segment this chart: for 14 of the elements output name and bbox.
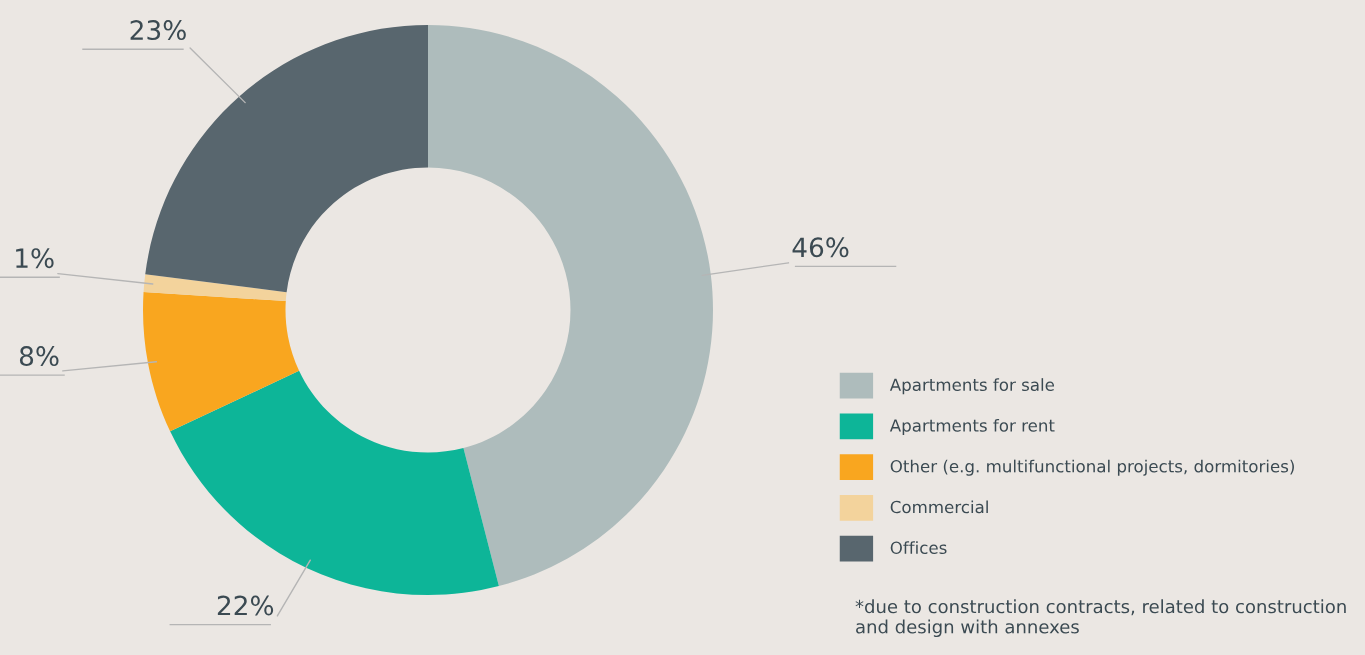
donut-slice (143, 274, 287, 302)
legend-label: Commercial (890, 500, 988, 514)
text: *due to construction contracts, related to construction and design with annexes (855, 599, 1346, 638)
legend-label: Apartments for sale (889, 378, 1055, 395)
legend-label: Apartments for rent (889, 418, 1055, 436)
data-label: 22% (217, 595, 274, 616)
legend-label: Offices (890, 541, 947, 555)
data-label: 1% (16, 248, 54, 269)
donut-slice (143, 292, 300, 432)
donut-slice (170, 370, 499, 595)
data-label: 46% (792, 237, 849, 258)
data-label: 23% (130, 20, 186, 41)
data-label: 8% (19, 346, 59, 367)
legend-label: Other (e.g. multifunctional projects, dormitories) (890, 459, 1294, 476)
